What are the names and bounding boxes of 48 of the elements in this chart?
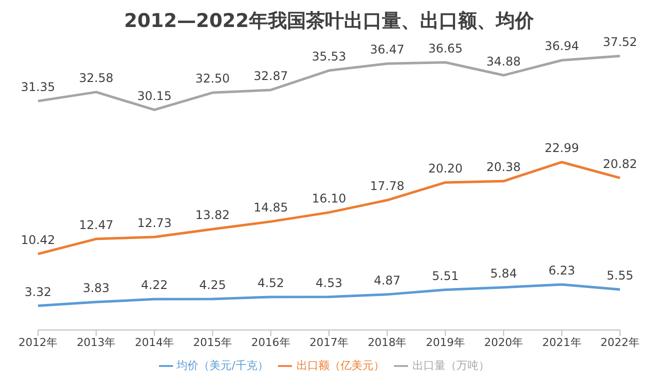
data-label: 6.23 <box>548 264 576 278</box>
x-tick-label: 2022年 <box>600 336 640 349</box>
data-label: 16.10 <box>312 191 346 206</box>
data-label: 31.35 <box>20 80 56 94</box>
data-label: 34.88 <box>486 54 521 68</box>
x-tick-label: 2016年 <box>251 336 290 349</box>
x-tick-label: 2018年 <box>368 336 407 349</box>
data-label: 17.78 <box>370 179 404 194</box>
data-label: 20.82 <box>602 156 638 171</box>
data-label: 4.52 <box>257 276 284 290</box>
legend-label: 出口额（亿美元） <box>296 359 384 372</box>
legend-label: 出口量（万吨） <box>412 359 490 372</box>
data-label: 32.58 <box>79 71 114 86</box>
data-label: 13.82 <box>195 208 230 222</box>
data-label: 32.87 <box>254 68 288 83</box>
data-label: 22.99 <box>544 141 579 156</box>
x-tick-label: 2019年 <box>426 336 465 349</box>
data-label: 36.47 <box>370 42 404 57</box>
data-label: 20.38 <box>486 160 521 174</box>
data-label: 3.83 <box>82 281 110 296</box>
x-tick-label: 2012年 <box>18 336 58 349</box>
x-tick-label: 2020年 <box>484 336 524 349</box>
data-label: 10.42 <box>20 232 56 247</box>
data-label: 12.73 <box>137 216 172 230</box>
data-label: 5.55 <box>606 268 634 282</box>
data-label: 35.53 <box>312 50 346 64</box>
data-label: 36.65 <box>428 41 463 56</box>
data-label: 12.47 <box>79 218 114 232</box>
data-label: 4.22 <box>141 278 168 292</box>
data-label: 5.51 <box>432 268 459 283</box>
legend-label: 均价（美元/千克） <box>176 359 268 372</box>
data-label: 36.94 <box>544 39 579 54</box>
x-tick-label: 2021年 <box>542 336 582 349</box>
data-label: 37.52 <box>602 35 638 49</box>
data-label: 3.32 <box>24 284 52 299</box>
data-label: 4.25 <box>199 278 226 292</box>
x-tick-label: 2017年 <box>310 336 348 349</box>
data-label: 4.53 <box>316 276 342 290</box>
x-tick-label: 2013年 <box>76 336 116 349</box>
data-label: 20.20 <box>428 161 463 176</box>
data-label: 32.50 <box>195 72 230 86</box>
x-tick-label: 2015年 <box>193 336 232 349</box>
x-tick-label: 2014年 <box>134 336 174 349</box>
data-label: 4.87 <box>374 273 401 288</box>
data-label: 14.85 <box>254 200 288 215</box>
data-label: 5.84 <box>490 266 517 280</box>
chart-title: 2012—2022年我国茶叶出口量、出口额、均价 <box>123 9 535 34</box>
data-label: 30.15 <box>137 88 172 103</box>
